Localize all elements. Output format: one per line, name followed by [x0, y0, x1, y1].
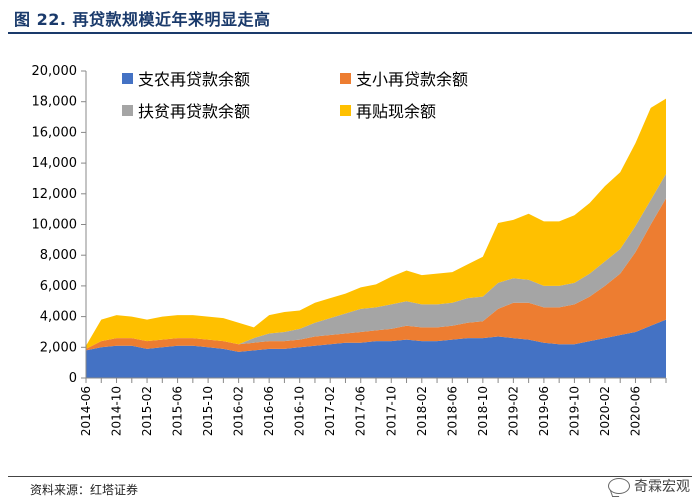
x-tick-label: 2017-06	[354, 386, 368, 436]
area-series-poverty	[86, 173, 666, 349]
y-tick-label: 2,000	[40, 340, 77, 355]
legend-label-support-small: 支小再贷款余额	[356, 70, 469, 89]
legend-swatch-rediscount	[340, 104, 351, 116]
x-tick-label: 2020-02	[598, 386, 612, 436]
y-tick-label: 6,000	[40, 279, 77, 294]
legend-label-rediscount: 再贴现余额	[356, 102, 437, 121]
x-tick-label: 2017-10	[384, 386, 398, 436]
legend-item-poverty: 扶贫再贷款余额	[122, 98, 250, 122]
y-tick-label: 4,000	[40, 310, 77, 325]
x-tick-label: 2019-06	[537, 386, 551, 436]
x-tick-label: 2016-02	[232, 386, 246, 436]
legend-item-rediscount: 再贴现余额	[340, 98, 436, 122]
legend-label-poverty: 扶贫再贷款余额	[138, 102, 251, 121]
legend-item-support-small: 支小再贷款余额	[340, 66, 468, 90]
y-tick-label: 8,000	[40, 248, 77, 263]
x-tick-label: 2017-02	[323, 386, 337, 436]
source-divider	[8, 476, 692, 477]
area-series-support-agri	[86, 319, 666, 378]
x-tick-label: 2015-10	[201, 386, 215, 436]
x-tick-label: 2016-10	[293, 386, 307, 436]
x-tick-label: 2020-06	[628, 386, 642, 436]
legend-swatch-poverty	[122, 104, 133, 116]
source-note: 资料来源：红塔证券	[30, 483, 139, 497]
x-tick-label: 2015-06	[171, 386, 185, 436]
wechat-icon	[608, 478, 630, 494]
y-tick-label: 20,000	[32, 64, 78, 79]
y-tick-label: 16,000	[32, 125, 78, 140]
x-tick-label: 2014-06	[79, 386, 93, 436]
x-tick-label: 2014-10	[110, 386, 124, 436]
x-tick-label: 2015-02	[140, 386, 154, 436]
x-tick-label: 2019-02	[506, 386, 520, 436]
watermark-label: 奇霖宏观	[634, 479, 690, 495]
x-tick-label: 2018-10	[476, 386, 490, 436]
legend-label-support-agri: 支农再贷款余额	[138, 70, 251, 89]
stacked-area-chart: 0 2,000 4,000 6,000 8,000 10,000 12,000 14,000 1…	[32, 64, 667, 436]
x-tick-label: 2019-10	[567, 386, 581, 436]
y-tick-label: 10,000	[32, 218, 78, 233]
watermark: 奇霖宏观	[608, 476, 690, 496]
y-tick-label: 14,000	[32, 156, 78, 171]
legend-swatch-support-agri	[122, 72, 133, 84]
x-tick-label: 2018-06	[445, 386, 459, 436]
area-series-support-small	[86, 198, 666, 352]
x-tick-label: 2018-02	[415, 386, 429, 436]
legend-item-support-agri: 支农再贷款余额	[122, 66, 250, 90]
legend-swatch-support-small	[340, 72, 351, 84]
y-tick-label: 0	[69, 371, 77, 386]
title-divider	[8, 32, 692, 34]
y-tick-label: 12,000	[32, 187, 78, 202]
area-series-rediscount	[86, 98, 666, 349]
y-tick-label: 18,000	[32, 95, 78, 110]
chart-title: 图 22. 再贷款规模近年来明显走高	[14, 10, 271, 29]
x-tick-label: 2016-06	[262, 386, 276, 436]
